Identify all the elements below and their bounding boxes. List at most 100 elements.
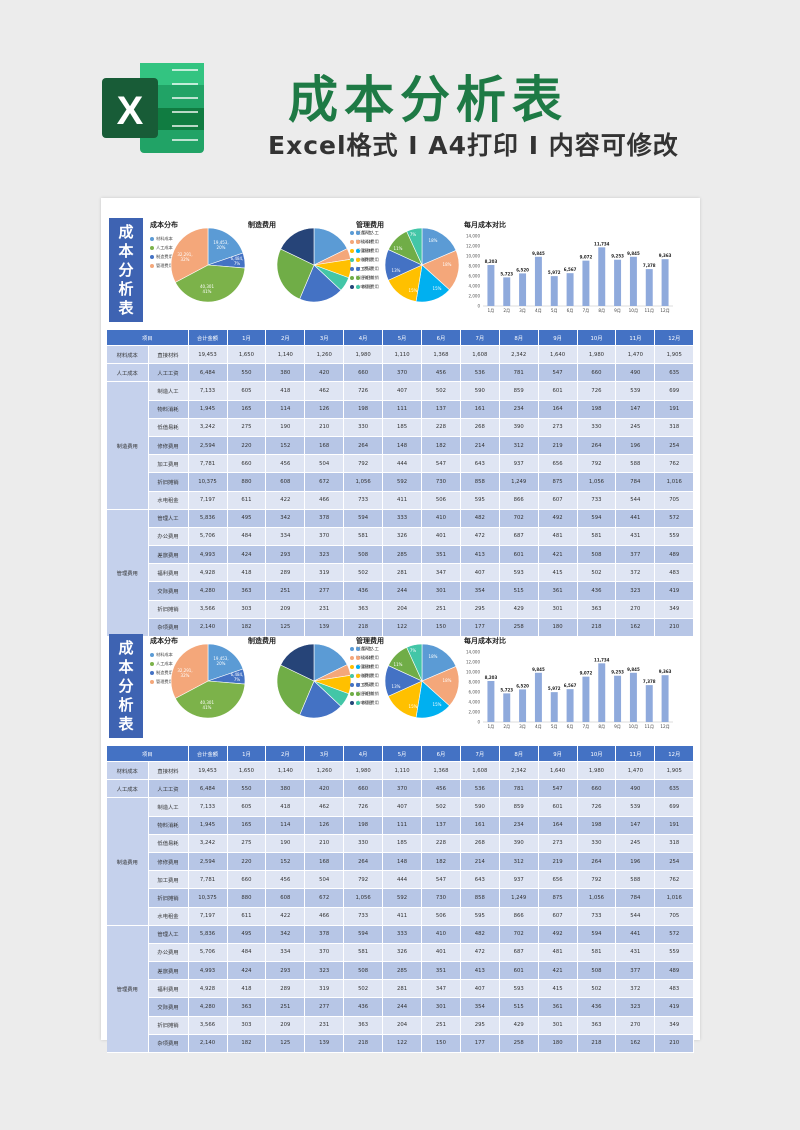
value-cell: 484 [227, 943, 267, 963]
value-cell: 330 [343, 418, 384, 437]
value-cell: 220 [227, 436, 267, 456]
value-cell: 504 [304, 454, 345, 474]
value-cell: 550 [227, 779, 267, 799]
item-cell: 管理人工 [148, 925, 189, 944]
x-tick-label: 4月 [535, 724, 542, 730]
legend-item: 管理人工 [356, 228, 379, 237]
value-cell: 190 [265, 834, 306, 853]
item-cell: 福利费用 [148, 563, 189, 583]
slice-label: 32,291, [177, 668, 192, 673]
value-cell: 418 [227, 979, 267, 999]
column-header: 12月 [654, 330, 695, 346]
value-cell: 180 [538, 1034, 578, 1054]
legend-item: 福利费用 [356, 671, 379, 680]
pie-slice [280, 643, 315, 682]
value-cell: 594 [577, 925, 617, 944]
value-cell: 147 [615, 400, 656, 419]
value-cell: 687 [499, 527, 539, 547]
value-cell: 607 [538, 491, 578, 510]
value-cell: 228 [421, 834, 461, 853]
value-cell: 323 [304, 961, 345, 981]
value-cell: 6,484 [188, 363, 228, 383]
bar [550, 692, 558, 722]
value-cell: 605 [227, 381, 267, 401]
column-header: 8月 [499, 330, 539, 346]
value-cell: 168 [304, 852, 345, 872]
value-cell: 10,375 [188, 472, 228, 492]
value-cell: 429 [499, 1016, 539, 1035]
value-cell: 219 [538, 852, 578, 872]
value-cell: 660 [343, 779, 384, 799]
value-cell: 218 [577, 618, 617, 638]
bar-value-label: 11,734 [594, 241, 610, 246]
table-row: 折旧摊销 3,566 303 209 231 363 204 251 295 429 301 363 2… [107, 1016, 695, 1035]
value-cell: 456 [265, 454, 306, 474]
value-cell: 214 [460, 852, 500, 872]
value-cell: 293 [265, 961, 306, 981]
value-cell: 539 [615, 797, 656, 817]
bar-value-label: 6,567 [564, 683, 577, 688]
table-row: 低值易耗 3,242 275 190 210 330 185 228 268 390 273 330 2… [107, 418, 695, 437]
slice-label: 13% [392, 684, 401, 689]
value-cell: 7,197 [188, 907, 228, 926]
bar [629, 256, 637, 306]
value-cell: 251 [265, 581, 306, 601]
slice-label: 7% [234, 677, 241, 682]
value-cell: 114 [265, 400, 306, 419]
value-cell: 285 [382, 545, 422, 565]
value-cell: 508 [577, 545, 617, 565]
table-row: 办公费用 5,706 484 334 370 581 326 401 472 687 481 581 4… [107, 943, 695, 963]
value-cell: 277 [304, 997, 345, 1017]
value-cell: 303 [227, 600, 267, 619]
table-row: 人工成本 人工工资 6,484 550 380 420 660 370 456 536 781 547… [107, 363, 695, 383]
legend-item: 修修费用 [350, 671, 373, 680]
value-cell: 126 [304, 400, 345, 419]
table-row: 折旧摊销 3,566 303 209 231 363 204 251 295 429 301 363 2… [107, 600, 695, 619]
slice-label: 41% [203, 289, 212, 294]
value-cell: 318 [654, 418, 695, 437]
x-tick-label: 8月 [598, 308, 605, 314]
value-cell: 699 [654, 797, 695, 817]
slice-label: 19,453, [213, 656, 228, 661]
value-cell: 424 [227, 545, 267, 565]
x-tick-label: 2月 [503, 308, 510, 314]
value-cell: 114 [265, 816, 306, 835]
value-cell: 204 [382, 1016, 422, 1035]
pie-slice [276, 248, 315, 300]
value-cell: 1,980 [577, 761, 617, 781]
slice-label: 32% [181, 673, 190, 678]
value-cell: 370 [382, 363, 422, 383]
x-tick-label: 6月 [567, 308, 574, 314]
x-tick-label: 4月 [535, 308, 542, 314]
x-tick-label: 10月 [629, 724, 639, 730]
value-cell: 1,140 [265, 345, 306, 365]
value-cell: 502 [421, 797, 461, 817]
legend-item: 管理费用 [150, 677, 173, 686]
value-cell: 380 [265, 363, 306, 383]
legend-item: 人工成本 [150, 659, 173, 668]
value-cell: 484 [227, 527, 267, 547]
value-cell: 420 [304, 779, 345, 799]
value-cell: 544 [615, 907, 656, 926]
value-cell: 726 [343, 797, 384, 817]
table-row: 差旅费用 4,993 424 293 323 508 285 351 413 601 421 508 3… [107, 545, 695, 565]
slice-label: 7% [410, 232, 417, 237]
value-cell: 462 [304, 797, 345, 817]
value-cell: 422 [265, 907, 306, 926]
value-cell: 354 [460, 581, 500, 601]
value-cell: 354 [460, 997, 500, 1017]
item-cell: 低值易耗 [148, 418, 189, 437]
value-cell: 601 [538, 797, 578, 817]
legend-item: 差旅费用 [356, 662, 379, 671]
value-cell: 2,140 [188, 618, 228, 638]
value-cell: 161 [460, 400, 500, 419]
value-cell: 466 [304, 907, 345, 926]
value-cell: 137 [421, 816, 461, 835]
table-row: 人工成本 人工工资 6,484 550 380 420 660 370 456 536 781 547… [107, 779, 695, 799]
value-cell: 436 [343, 997, 384, 1017]
x-tick-label: 9月 [614, 724, 621, 730]
value-cell: 784 [615, 888, 656, 908]
column-header: 2月 [265, 330, 306, 346]
legend-item: 福利费用 [356, 255, 379, 264]
item-cell: 差旅费用 [148, 545, 189, 565]
